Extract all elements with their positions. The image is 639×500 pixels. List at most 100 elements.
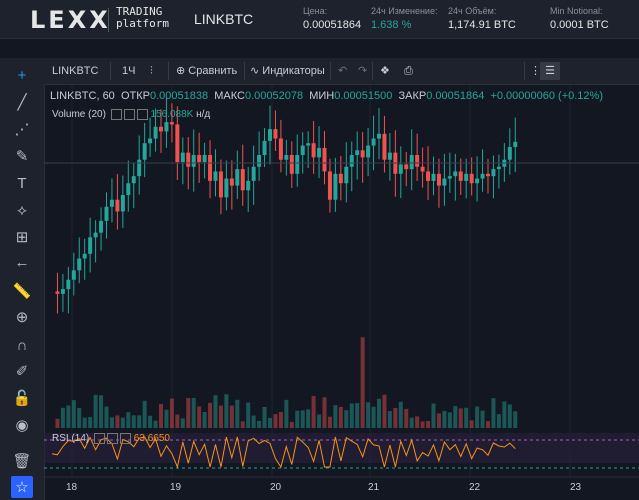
close-icon[interactable] <box>120 433 132 444</box>
brush-icon[interactable]: ✎ <box>15 148 29 165</box>
low-value: 0.00051500 <box>334 90 393 102</box>
volume-bar <box>317 414 322 428</box>
legend-symbol[interactable]: LINKBTC, 60 <box>50 90 115 102</box>
trendline-icon[interactable]: ╱ <box>17 94 27 111</box>
volume-value: 1,174.91 BTC <box>448 19 516 31</box>
redo-icon[interactable]: ↷ <box>358 65 368 77</box>
volume-bar <box>88 417 93 428</box>
volume-name[interactable]: Volume (20) <box>52 109 106 121</box>
volume-unit: н/д <box>196 109 211 121</box>
ruler-icon[interactable]: 📏 <box>12 283 32 300</box>
change-value: 1.638 % <box>371 19 412 31</box>
settings-icon[interactable]: ☰ <box>540 62 560 80</box>
volume-bar <box>218 405 223 428</box>
candle-body <box>197 155 202 163</box>
volume-bar <box>191 397 196 428</box>
indicators-button[interactable]: ∿ Индикаторы <box>250 62 325 80</box>
volume-bar <box>115 415 120 428</box>
volume-bar <box>60 407 65 428</box>
candle-body <box>431 173 436 181</box>
plus-circle-icon: ⊕ <box>176 65 186 77</box>
candle-body <box>415 155 420 167</box>
trash-icon[interactable]: 🗑 <box>12 453 32 470</box>
price-stat: Цена: 0.00051864 <box>303 6 361 31</box>
close-label: ЗАКР <box>398 90 427 102</box>
volume-bar <box>186 397 191 428</box>
lock-icon[interactable]: 🔓 <box>12 390 32 407</box>
volume-bar <box>453 406 458 428</box>
chart-type-icon[interactable]: ⫶ <box>150 65 153 77</box>
candle-body <box>60 289 65 294</box>
visibility-icon[interactable] <box>94 433 106 444</box>
candle-body <box>333 173 338 200</box>
settings-icon[interactable] <box>123 109 135 120</box>
undo-icon[interactable]: ↶ <box>338 65 348 77</box>
x-tick: 20 <box>270 482 282 493</box>
prediction-icon[interactable]: ⊞ <box>15 229 29 246</box>
volume-bar <box>377 398 381 428</box>
eye-icon[interactable]: ◉ <box>15 417 29 434</box>
arrow-left-icon[interactable]: ← <box>14 253 30 271</box>
volume-bar <box>93 394 98 428</box>
volume-bar <box>344 410 349 428</box>
volume-bar <box>77 408 82 428</box>
x-tick: 22 <box>469 482 481 493</box>
candle-body <box>322 147 327 172</box>
visibility-icon[interactable] <box>110 109 122 120</box>
candle-body <box>387 152 392 160</box>
symbol-button[interactable]: LINKBTC <box>52 65 99 77</box>
volume-bar <box>229 405 234 428</box>
volume-bar <box>469 420 474 428</box>
candle-body <box>268 129 272 141</box>
pattern-icon[interactable]: ⟡ <box>17 201 27 219</box>
volume-bar <box>475 406 480 428</box>
volume-bar <box>306 409 311 428</box>
snapshot-icon[interactable]: ⎙ <box>404 65 413 77</box>
volume-bar <box>164 409 169 428</box>
zoom-in-icon[interactable]: ⊕ <box>15 309 29 326</box>
volume-bar <box>120 417 125 428</box>
volume-bar <box>142 400 147 428</box>
candle-body <box>464 173 469 181</box>
high-label: МАКС <box>214 90 245 102</box>
volume-bar <box>289 421 294 428</box>
candle-body <box>77 258 82 271</box>
candle-body <box>469 173 474 184</box>
candle-body <box>475 178 480 184</box>
candle-body <box>317 147 322 158</box>
change-label: 24ч Изменение: <box>371 6 438 16</box>
rsi-name[interactable]: RSI (14) <box>52 433 90 445</box>
candle-body <box>180 152 185 163</box>
logo-subtitle: TRADING platform <box>116 6 169 30</box>
text-icon[interactable]: T <box>17 174 27 192</box>
magnet-icon[interactable]: ∩ <box>16 336 28 354</box>
price-value: 0.00051864 <box>303 19 362 31</box>
settings-icon[interactable] <box>107 433 119 444</box>
volume-bar <box>442 410 447 428</box>
volume-bar <box>420 421 425 428</box>
pitchfork-icon[interactable]: ⋰ <box>14 121 30 138</box>
candle-body <box>104 206 109 221</box>
candle-body <box>278 138 283 160</box>
candle-body <box>55 291 60 294</box>
chart-toolbar: LINKBTC 1Ч ⫶ ⊕ Сравнить ∿ Индикаторы ↶ ↷… <box>44 58 639 85</box>
lexx-logo[interactable]: LEXX <box>30 6 111 34</box>
x-tick: 18 <box>66 482 78 493</box>
compare-button[interactable]: ⊕ Сравнить <box>176 62 237 80</box>
volume-bar <box>502 401 507 428</box>
favorite-star-icon[interactable]: ☆ <box>11 476 33 498</box>
templates-icon[interactable]: ❖ <box>380 65 390 77</box>
volume-value: 156.088K <box>150 109 194 121</box>
lock-pen-icon[interactable]: ✐ <box>15 363 29 380</box>
close-icon[interactable] <box>136 109 148 120</box>
volume-bar <box>387 411 392 428</box>
volume-bar <box>300 410 305 428</box>
volume-bar <box>371 406 376 428</box>
interval-button[interactable]: 1Ч <box>122 65 136 77</box>
volume-bar <box>159 403 163 428</box>
fullscreen-icon[interactable]: ⋮ <box>530 65 541 77</box>
price-chart[interactable] <box>44 85 639 500</box>
crosshair-icon[interactable]: + <box>17 66 27 84</box>
volume-bar <box>202 411 207 428</box>
volume-bar <box>404 408 409 428</box>
